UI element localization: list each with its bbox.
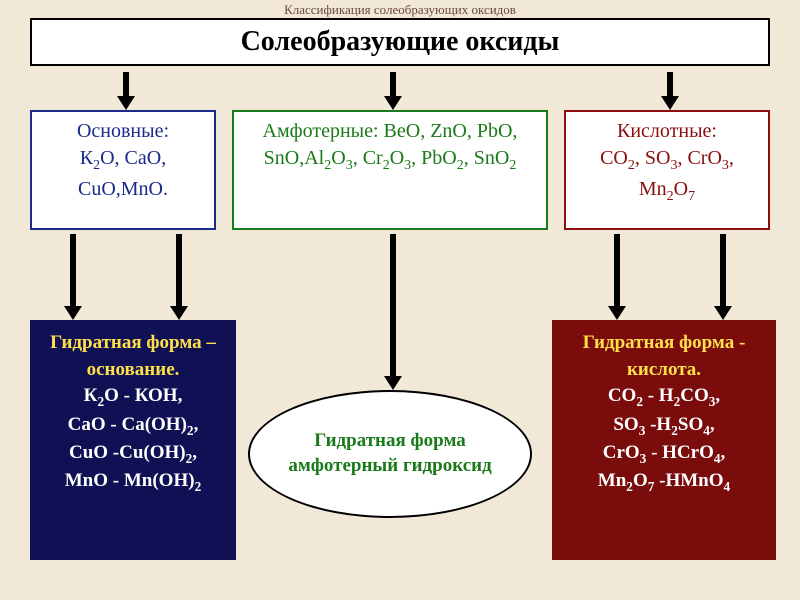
basic-hydrate-title: Гидратная форма – основание. bbox=[38, 330, 228, 383]
acidic-head: Кислотные: bbox=[570, 118, 764, 145]
arrow-acidic-down2 bbox=[720, 234, 726, 318]
basic-hydrate-body: К2О - КОН,СаО - Са(ОН)2,CuO -Cu(OH)2,MnO… bbox=[38, 383, 228, 497]
amphoteric-hydrate-text: Гидратная форма амфотерный гидроксид bbox=[262, 429, 518, 478]
acidic-hydrate-body: CO2 - H2CO3,SO3 -H2SO4,CrO3 - HCrO4,Mn2O… bbox=[560, 383, 768, 497]
acidic-hydrate-title: Гидратная форма - кислота. bbox=[560, 330, 768, 383]
arrow-title-to-acidic bbox=[667, 72, 673, 108]
amphoteric-hydrate-ellipse: Гидратная форма амфотерный гидроксид bbox=[248, 390, 532, 518]
arrow-ampho-down bbox=[390, 234, 396, 388]
arrow-acidic-down1 bbox=[614, 234, 620, 318]
diagram-title-box: Солеобразующие оксиды bbox=[30, 18, 770, 66]
arrow-basic-down2 bbox=[176, 234, 182, 318]
diagram-title: Солеобразующие оксиды bbox=[241, 26, 560, 57]
acidic-hydrate-box: Гидратная форма - кислота. CO2 - H2CO3,S… bbox=[552, 320, 776, 560]
acidic-oxides-box: Кислотные: СО2, SO3, CrO3, Mn2O7 bbox=[564, 110, 770, 230]
diagram-subtitle: Классификация солеобразующих оксидов bbox=[0, 2, 800, 18]
basic-head: Основные: bbox=[36, 118, 210, 145]
acidic-body: СО2, SO3, CrO3, Mn2O7 bbox=[570, 145, 764, 207]
basic-body: К2О, СаО, CuO,MnO. bbox=[36, 145, 210, 203]
amphoteric-oxides-box: Амфотерные: BeO, ZnO, PbO, SnO,Al2O3, Cr… bbox=[232, 110, 548, 230]
basic-hydrate-box: Гидратная форма – основание. К2О - КОН,С… bbox=[30, 320, 236, 560]
arrow-title-to-basic bbox=[123, 72, 129, 108]
ampho-head: Амфотерные: bbox=[263, 120, 379, 142]
arrow-basic-down1 bbox=[70, 234, 76, 318]
arrow-title-to-ampho bbox=[390, 72, 396, 108]
basic-oxides-box: Основные: К2О, СаО, CuO,MnO. bbox=[30, 110, 216, 230]
